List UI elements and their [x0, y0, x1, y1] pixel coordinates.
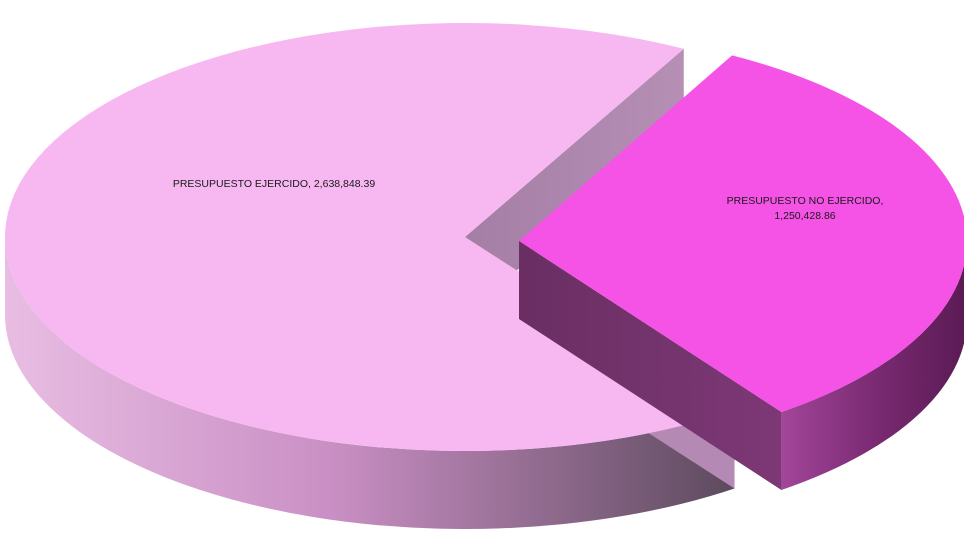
slice-2-side-wall	[781, 265, 964, 491]
slice-1-label: PRESUPUESTO EJERCIDO, 2,638,848.39	[173, 178, 375, 190]
slice-2-label-name: PRESUPUESTO NO EJERCIDO,	[727, 195, 884, 207]
slice-1-side-wall	[5, 237, 735, 529]
slice-2-cut-wall	[519, 241, 782, 491]
slice-1-top	[4, 23, 735, 451]
slice-1-label-text: PRESUPUESTO EJERCIDO, 2,638,848.39	[173, 178, 375, 190]
slice-2-label: PRESUPUESTO NO EJERCIDO, 1,250,428.86	[727, 195, 884, 222]
slice-2-label-value: 1,250,428.86	[774, 210, 835, 222]
slice-2-top	[519, 55, 964, 413]
